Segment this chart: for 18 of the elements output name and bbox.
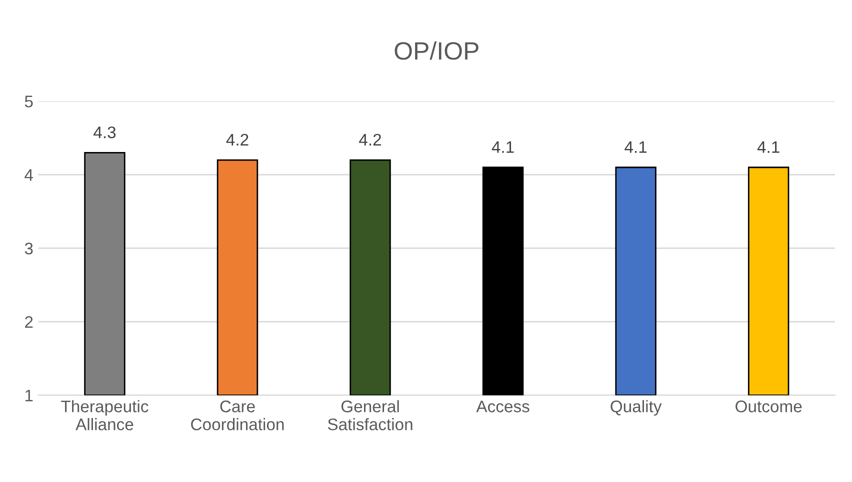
x-tick-label: Quality — [610, 400, 662, 416]
x-tick-label: Outcome — [736, 400, 802, 412]
data-label: 4.1 — [492, 141, 514, 153]
y-tick-label: 3 — [24, 242, 33, 254]
x-tick-label: General Satisfaction — [328, 400, 412, 430]
y-tick-label: 2 — [25, 316, 33, 328]
x-tick-label: Therapeutic Alliance — [61, 400, 148, 430]
data-label: 4.1 — [757, 141, 780, 153]
data-label: 4.2 — [359, 134, 382, 146]
y-tick-label: 4 — [24, 169, 33, 181]
data-label: 4.2 — [226, 134, 248, 146]
data-label: 4.1 — [624, 141, 647, 153]
chart-title: OP/IOP — [394, 41, 478, 60]
x-tick-label: Care Coordination — [191, 400, 284, 430]
data-label: 4.3 — [94, 126, 116, 138]
y-tick-label: 1 — [25, 390, 33, 402]
x-tick-label: Access — [476, 400, 530, 412]
y-tick-label: 5 — [24, 96, 33, 108]
